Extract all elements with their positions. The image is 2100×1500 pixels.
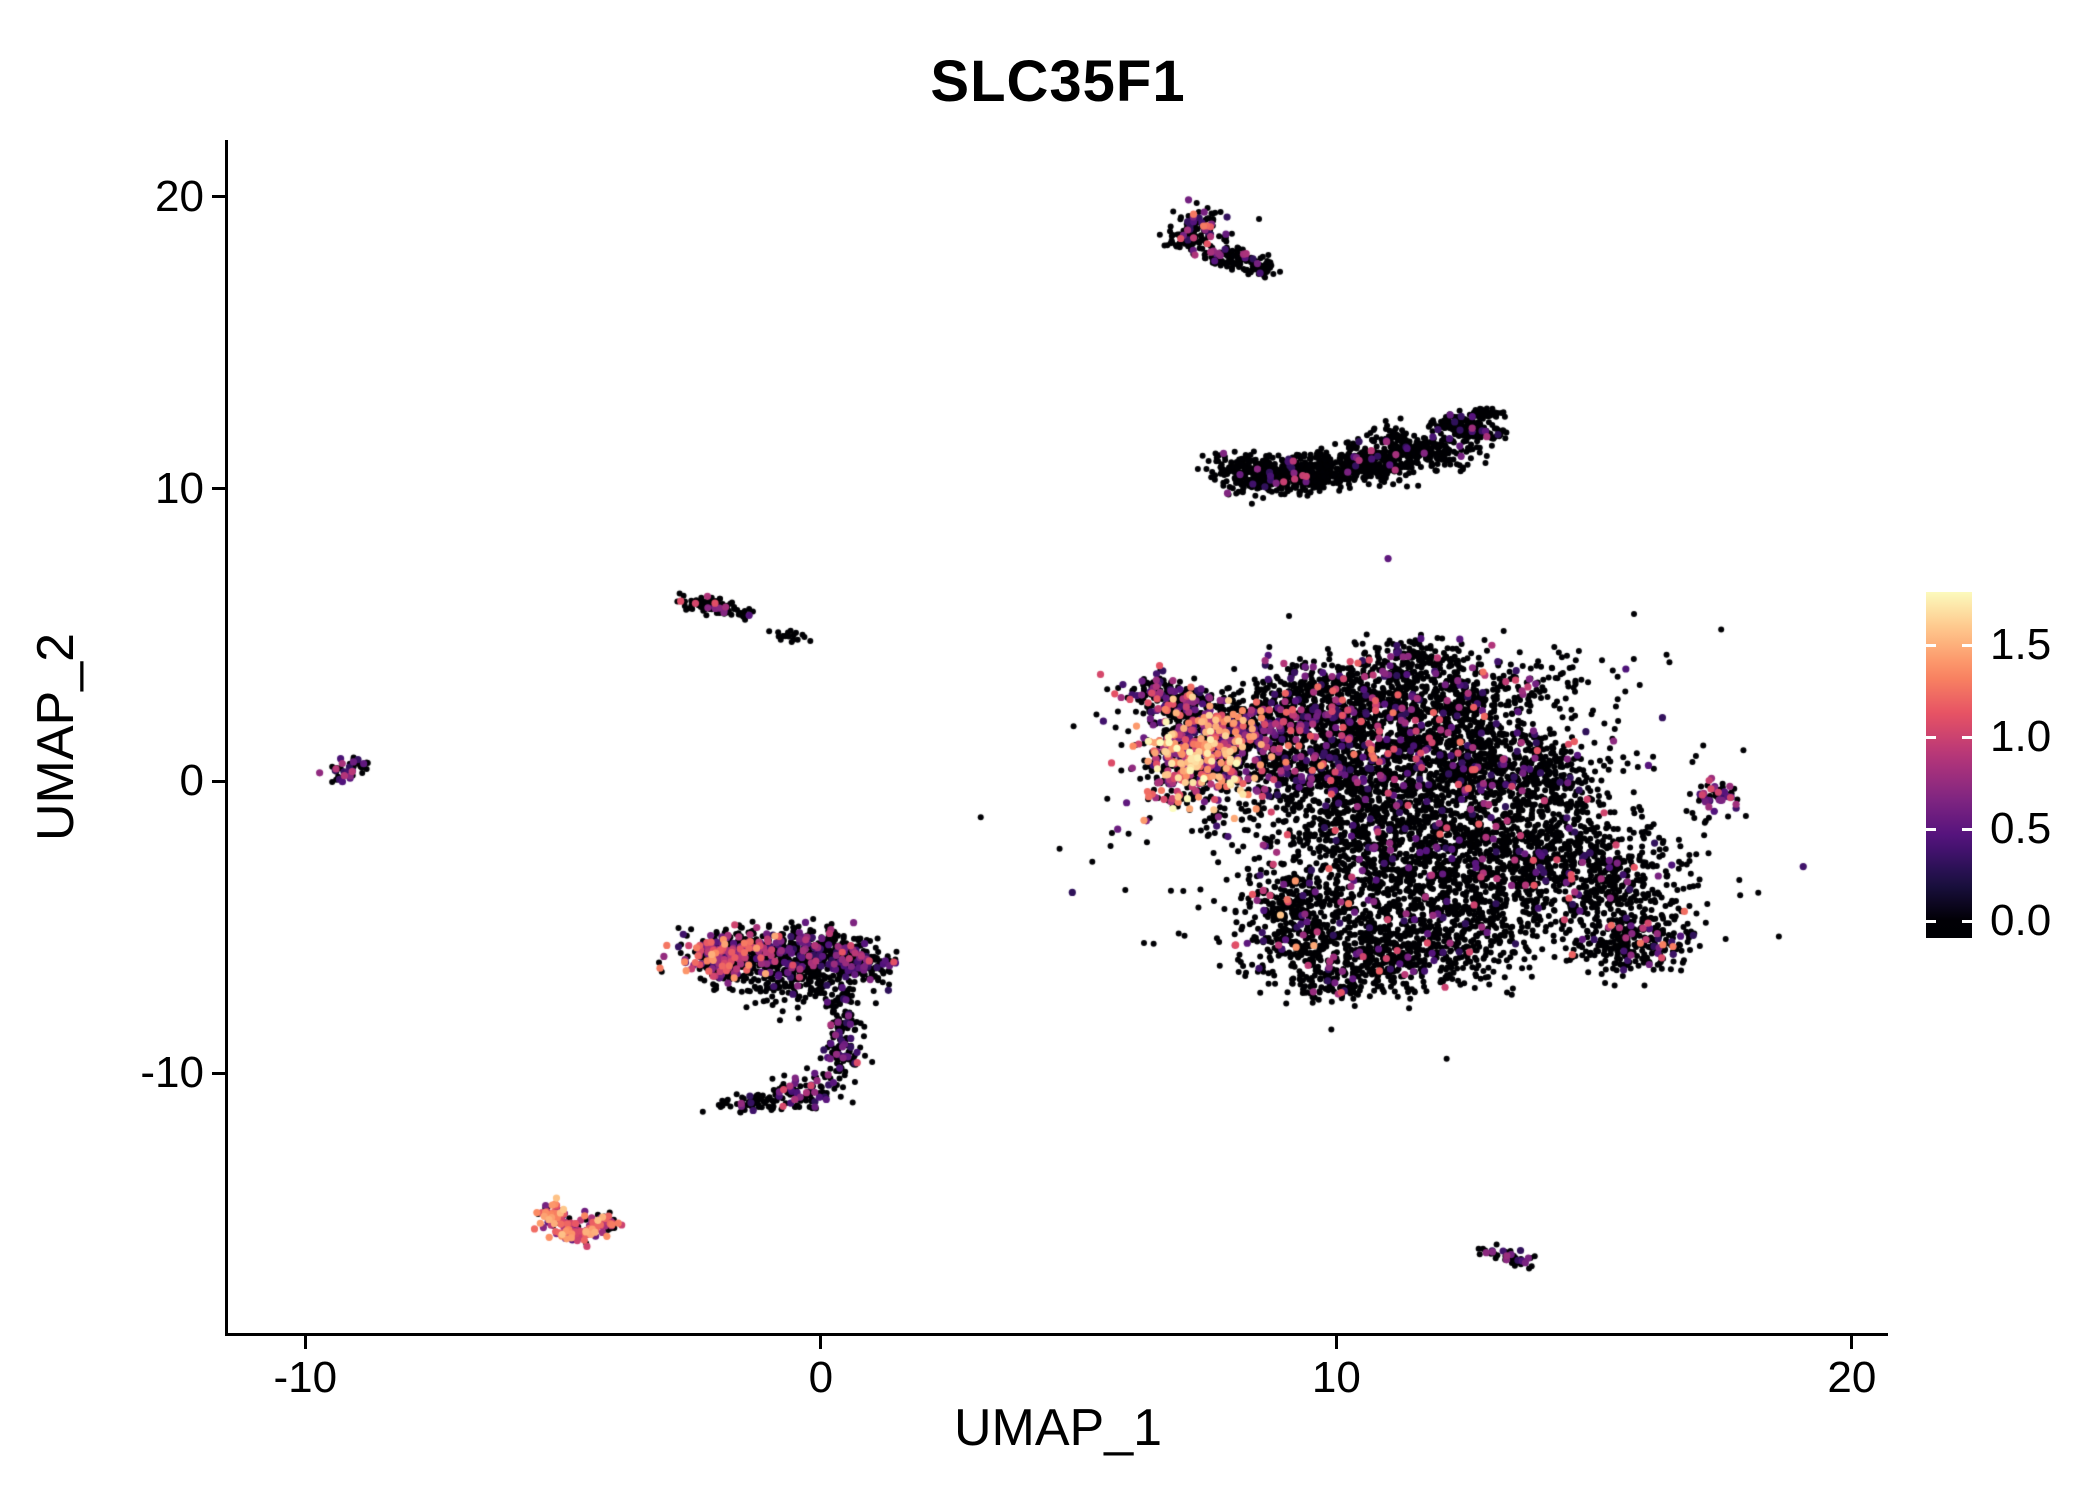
colorbar-tick-mark (1962, 919, 1972, 923)
x-tick-mark (1334, 1336, 1338, 1349)
x-axis-title: UMAP_1 (953, 1399, 1163, 1457)
y-tick-mark (212, 487, 225, 491)
y-axis-line (225, 140, 228, 1336)
y-tick-mark (212, 195, 225, 199)
colorbar-gradient (1926, 592, 1972, 938)
colorbar-tick-mark (1926, 827, 1936, 831)
y-tick-mark (212, 779, 225, 783)
y-tick-mark (212, 1071, 225, 1075)
x-tick-label: 0 (808, 1353, 834, 1402)
colorbar-tick-label: 1.5 (1990, 620, 2052, 670)
colorbar-tick-label: 0.0 (1990, 896, 2052, 946)
colorbar-tick-mark (1926, 643, 1936, 647)
colorbar-tick-label: 0.5 (1990, 804, 2052, 854)
x-tick-label: 20 (1827, 1353, 1877, 1402)
colorbar-tick-label: 1.0 (1990, 712, 2052, 762)
x-tick-mark (819, 1336, 823, 1349)
x-tick-mark (303, 1336, 307, 1349)
y-tick-label: 10 (155, 463, 204, 513)
plot-panel (228, 140, 1888, 1333)
x-tick-mark (1850, 1336, 1854, 1349)
scatter-canvas (228, 140, 1888, 1333)
colorbar-tick-mark (1962, 735, 1972, 739)
x-axis-line (225, 1333, 1888, 1336)
x-tick-label: 10 (1311, 1353, 1361, 1402)
x-tick-label: -10 (273, 1353, 338, 1402)
y-tick-label: 20 (155, 171, 204, 221)
y-tick-label: 0 (179, 756, 204, 806)
plot-title: SLC35F1 (930, 49, 1186, 114)
y-axis-title: UMAP_2 (14, 140, 98, 1333)
colorbar-tick-mark (1962, 643, 1972, 647)
colorbar-tick-mark (1962, 827, 1972, 831)
colorbar-tick-mark (1926, 735, 1936, 739)
colorbar-tick-mark (1926, 919, 1936, 923)
y-tick-label: -10 (140, 1048, 204, 1098)
y-axis-title-text: UMAP_2 (27, 632, 86, 841)
